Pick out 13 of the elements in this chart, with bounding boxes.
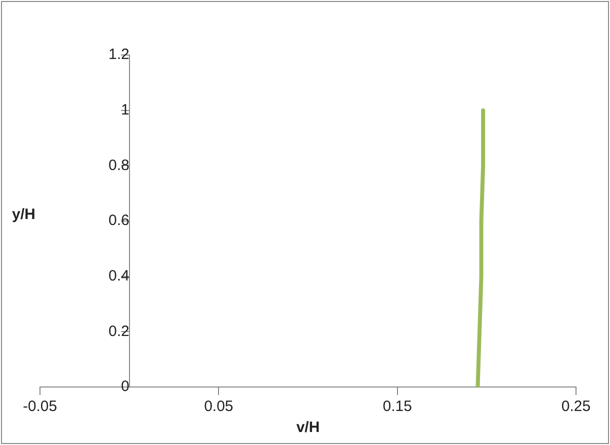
x-tick-label: 0.25 bbox=[561, 398, 591, 416]
x-tick-label: 0.05 bbox=[204, 398, 234, 416]
x-axis-title: v/H bbox=[296, 419, 320, 436]
y-tick-label: 0.2 bbox=[108, 322, 130, 340]
y-tick-label: 0 bbox=[120, 378, 130, 396]
y-tick-label: 0.6 bbox=[108, 212, 130, 230]
y-tick-label: 1.2 bbox=[108, 46, 130, 64]
x-tick-label: 0.15 bbox=[382, 398, 412, 416]
y-tick-label: 1 bbox=[120, 101, 130, 118]
y-tick-label: 0.4 bbox=[108, 267, 130, 284]
x-tick-label: -0.05 bbox=[22, 398, 58, 416]
y-tick-label: 0.8 bbox=[108, 156, 130, 174]
y-axis-title: y/H bbox=[12, 206, 36, 223]
